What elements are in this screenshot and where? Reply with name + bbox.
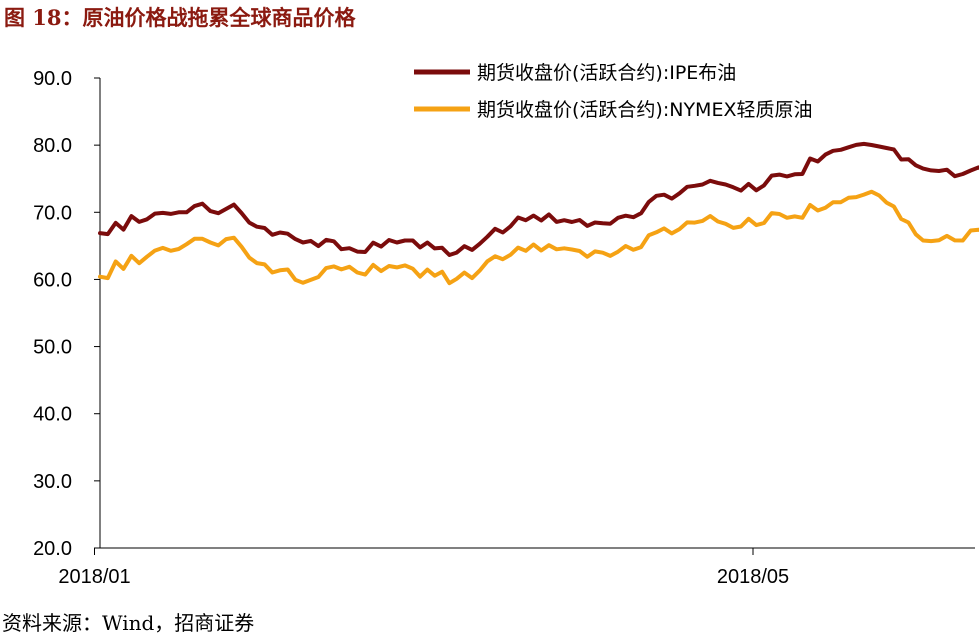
series-layer: [98, 141, 979, 286]
y-tick-label: 30.0: [33, 471, 72, 493]
figure-title: 图 18：原油价格战拖累全球商品价格: [4, 5, 356, 30]
legend-label: 期货收盘价(活跃合约):IPE布油: [477, 62, 736, 84]
y-axis: 90.0 80.0 70.0 60.0 50.0 40.0 30.0 20.0: [33, 68, 101, 560]
source-note: 资料来源：Wind，招商证券: [2, 611, 255, 635]
y-tick-label: 60.0: [33, 269, 72, 291]
x-tick-label: 2018/01: [58, 566, 130, 588]
y-tick-label: 80.0: [33, 135, 72, 157]
series-line-brent: [98, 141, 979, 257]
y-tick-label: 40.0: [33, 404, 72, 426]
x-tick-label: 2018/05: [717, 566, 789, 588]
y-tick-label: 70.0: [33, 202, 72, 224]
legend-label: 期货收盘价(活跃合约):NYMEX轻质原油: [477, 99, 812, 121]
y-tick-label: 50.0: [33, 337, 72, 359]
y-tick-label: 90.0: [33, 68, 72, 90]
series-line-wti: [98, 189, 979, 286]
x-axis: 2018/012018/052018/092019/012019/052019/…: [58, 547, 975, 588]
y-tick-label: 20.0: [33, 538, 72, 560]
